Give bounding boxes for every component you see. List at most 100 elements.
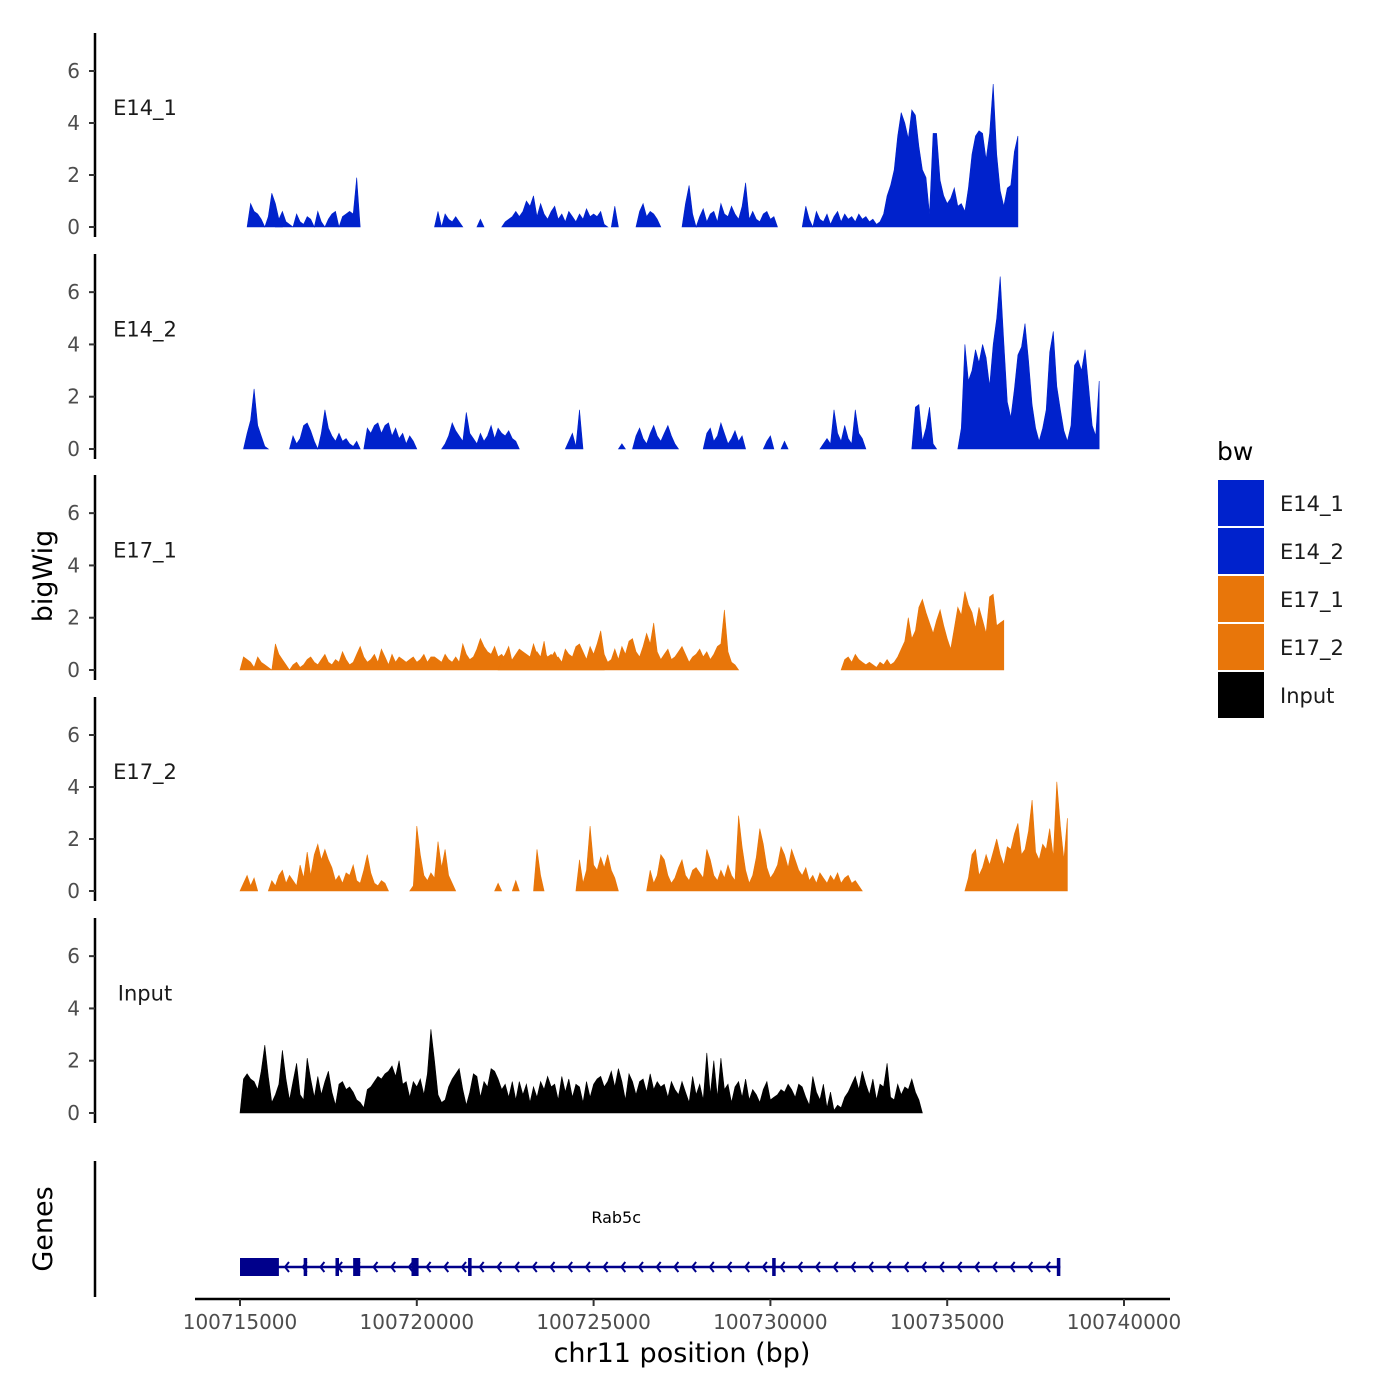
track-E17_2: 0 2 4 6 E17_2 — [67, 697, 1068, 903]
y-tick-label: 6 — [67, 501, 80, 525]
strand-arrow — [602, 1261, 609, 1273]
y-tick-label: 2 — [67, 1049, 80, 1073]
y-tick-label: 6 — [67, 944, 80, 968]
coverage-area — [243, 388, 270, 450]
strand-arrow — [690, 1261, 697, 1273]
strand-arrow — [283, 1261, 290, 1273]
x-axis: 100715000 100720000 100725000 100730000 1007… — [183, 1297, 1182, 1334]
x-tick-label: 100720000 — [360, 1310, 475, 1334]
strand-arrow — [319, 1261, 326, 1273]
coverage-area — [409, 825, 457, 892]
coverage-area — [511, 879, 520, 892]
coverage-area — [646, 815, 863, 892]
coverage-area — [564, 409, 584, 450]
strand-arrow — [708, 1261, 715, 1273]
strand-arrow — [620, 1261, 627, 1273]
track-Input: 0 2 4 6 Input — [67, 918, 923, 1125]
gene-exon — [1056, 1258, 1061, 1276]
strand-arrow — [372, 1261, 379, 1273]
legend-swatch — [1218, 672, 1264, 718]
coverage-area — [494, 882, 503, 892]
coverage-area — [501, 195, 609, 228]
coverage-area — [617, 443, 626, 450]
legend-label: Input — [1280, 684, 1334, 708]
y-tick-label: 6 — [67, 59, 80, 83]
x-tick-label: 100715000 — [183, 1310, 298, 1334]
track-label: E14_2 — [113, 318, 177, 343]
strand-arrow — [814, 1261, 821, 1273]
y-tick-label: 2 — [67, 827, 80, 851]
strand-arrow — [885, 1261, 892, 1273]
coverage-tracks: 0 2 4 6 E14_1 0 2 4 6 E14_2 0 2 4 6 E17_1 0 2 4 6 E17_2 0 2 4 6… — [67, 33, 1100, 1125]
strand-arrow — [584, 1261, 591, 1273]
x-tick-label: 100740000 — [1067, 1310, 1182, 1334]
coverage-area — [632, 424, 680, 450]
x-tick-label: 100725000 — [536, 1310, 651, 1334]
strand-arrow — [637, 1261, 644, 1273]
strand-arrow — [832, 1261, 839, 1273]
coverage-area — [338, 177, 361, 228]
strand-arrow — [531, 1261, 538, 1273]
strand-arrow — [974, 1261, 981, 1273]
strand-arrow — [797, 1261, 804, 1273]
strand-arrow — [867, 1261, 874, 1273]
coverage-area — [681, 182, 778, 229]
y-axis-title: bigWig — [28, 530, 59, 623]
y-tick-label: 4 — [67, 332, 80, 356]
legend-label: E14_1 — [1280, 492, 1344, 517]
gene-exon — [411, 1258, 419, 1276]
coverage-area — [957, 276, 1100, 450]
coverage-area — [575, 825, 619, 892]
gene-exon — [772, 1258, 776, 1276]
legend: bw E14_1 E14_2 E17_1 E17_2 Input — [1217, 437, 1344, 718]
strand-arrow — [1044, 1261, 1051, 1273]
x-axis-title: chr11 position (bp) — [554, 1338, 811, 1369]
y-tick-label: 0 — [67, 1101, 80, 1125]
y-tick-label: 0 — [67, 658, 80, 682]
x-tick-label: 100735000 — [890, 1310, 1005, 1334]
gene-label: Rab5c — [591, 1208, 641, 1227]
y-tick-label: 2 — [67, 385, 80, 409]
strand-arrow — [991, 1261, 998, 1273]
coverage-area — [610, 206, 619, 228]
y-tick-label: 4 — [67, 111, 80, 135]
coverage-area — [476, 218, 485, 228]
coverage-area — [801, 83, 1019, 228]
y-tick-label: 2 — [67, 606, 80, 630]
coverage-area — [239, 874, 259, 892]
y-tick-label: 0 — [67, 879, 80, 903]
strand-arrow — [673, 1261, 680, 1273]
coverage-area — [274, 210, 340, 228]
y-tick-label: 0 — [67, 437, 80, 461]
y-tick-label: 4 — [67, 553, 80, 577]
strand-arrow — [920, 1261, 927, 1273]
gene-exon — [303, 1258, 308, 1276]
track-label: E17_2 — [113, 760, 177, 785]
coverage-area — [497, 609, 740, 671]
gene-track: Rab5c — [93, 1161, 1061, 1297]
track-label: Input — [118, 982, 172, 1006]
x-tick-label: 100730000 — [713, 1310, 828, 1334]
legend-swatch — [1218, 480, 1264, 526]
strand-arrow — [1027, 1261, 1034, 1273]
coverage-area — [702, 421, 746, 450]
strand-arrow — [850, 1261, 857, 1273]
strand-arrow — [761, 1261, 768, 1273]
legend-label: E17_2 — [1280, 636, 1344, 661]
gene-exon — [335, 1258, 340, 1276]
strand-arrow — [389, 1261, 396, 1273]
strand-arrow — [425, 1261, 432, 1273]
coverage-area — [239, 1029, 923, 1114]
coverage-area — [289, 409, 361, 450]
gene-exon — [468, 1258, 472, 1276]
strand-arrow — [1009, 1261, 1016, 1273]
legend-title: bw — [1217, 437, 1253, 466]
coverage-area — [635, 202, 662, 228]
track-E14_1: 0 2 4 6 E14_1 — [67, 33, 1019, 239]
strand-arrow — [655, 1261, 662, 1273]
strand-arrow — [496, 1261, 503, 1273]
gene-exon — [240, 1258, 279, 1276]
legend-swatch — [1218, 576, 1264, 622]
track-label: E17_1 — [113, 539, 177, 564]
